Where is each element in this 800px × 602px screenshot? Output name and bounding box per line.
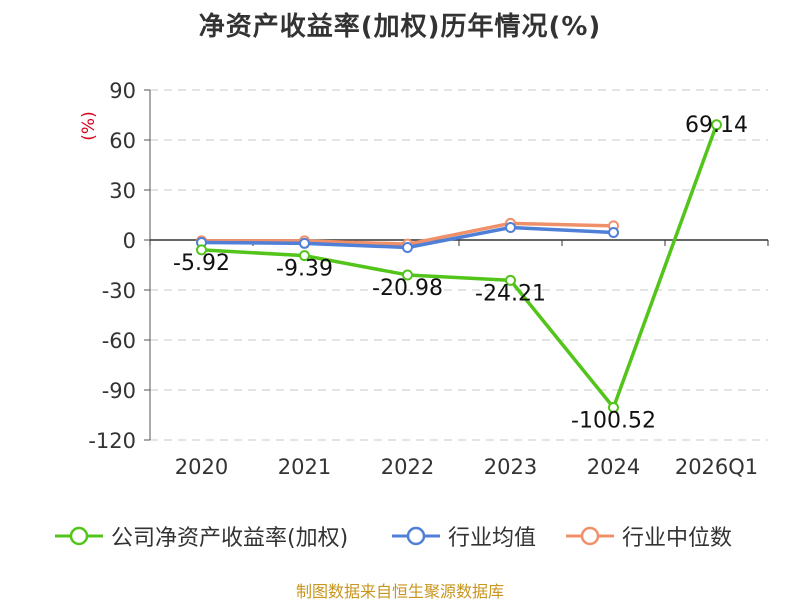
legend-label-company-roe: 公司净资产收益率(加权)	[111, 526, 349, 551]
x-tick-label: 2020	[175, 455, 228, 479]
y-tick-label: -60	[102, 329, 136, 353]
data-point-0	[711, 119, 722, 131]
y-tick-label: 0	[123, 229, 136, 253]
data-label: -20.98	[372, 276, 443, 301]
data-point-1	[505, 222, 516, 233]
x-tick-label: 2023	[484, 455, 537, 479]
y-tick-label: 90	[109, 79, 136, 103]
data-point-0	[299, 250, 310, 262]
x-tick-label: 2024	[587, 455, 640, 479]
x-tick-label: 2021	[278, 455, 331, 479]
data-point-0	[505, 274, 516, 286]
data-point-0	[402, 269, 413, 281]
data-point-1	[299, 237, 310, 249]
y-tick-label: 30	[109, 179, 136, 203]
legend-swatch-company-roe	[55, 526, 103, 546]
legend-swatch-industry-average	[392, 526, 440, 546]
y-tick-label: -30	[102, 279, 136, 303]
chart-legend: 公司净资产收益率(加权) 行业均值 行业中位数	[0, 520, 800, 554]
y-tick-label: -90	[102, 379, 136, 403]
y-tick-label: -120	[88, 429, 136, 453]
legend-item-company-roe[interactable]: 公司净资产收益率(加权)	[55, 520, 348, 552]
data-label: -9.39	[276, 257, 333, 282]
data-label: 69.14	[685, 113, 748, 138]
legend-swatch-industry-median	[566, 526, 614, 546]
data-label: -5.92	[173, 251, 230, 276]
legend-item-industry-median[interactable]: 行业中位数	[566, 520, 732, 552]
legend-label-industry-median: 行业中位数	[622, 526, 733, 551]
data-point-1	[608, 227, 619, 238]
legend-label-industry-average: 行业均值	[448, 526, 537, 551]
data-label: -100.52	[571, 409, 656, 434]
series-line-0	[201, 124, 719, 410]
data-label: -24.21	[475, 281, 546, 306]
data-point-0	[608, 402, 619, 414]
chart-title: 净资产收益率(加权)历年情况(%)	[198, 12, 602, 42]
legend-item-industry-average[interactable]: 行业均值	[392, 520, 536, 552]
data-point-1	[402, 242, 413, 253]
data-point-0	[196, 244, 207, 256]
y-axis-label: (%)	[79, 111, 99, 140]
y-tick-label: 60	[109, 129, 136, 153]
x-tick-label: 2022	[381, 455, 434, 479]
x-tick-label: 2026Q1	[675, 455, 758, 479]
data-source-note: 制图数据来自恒生聚源数据库	[295, 582, 504, 601]
